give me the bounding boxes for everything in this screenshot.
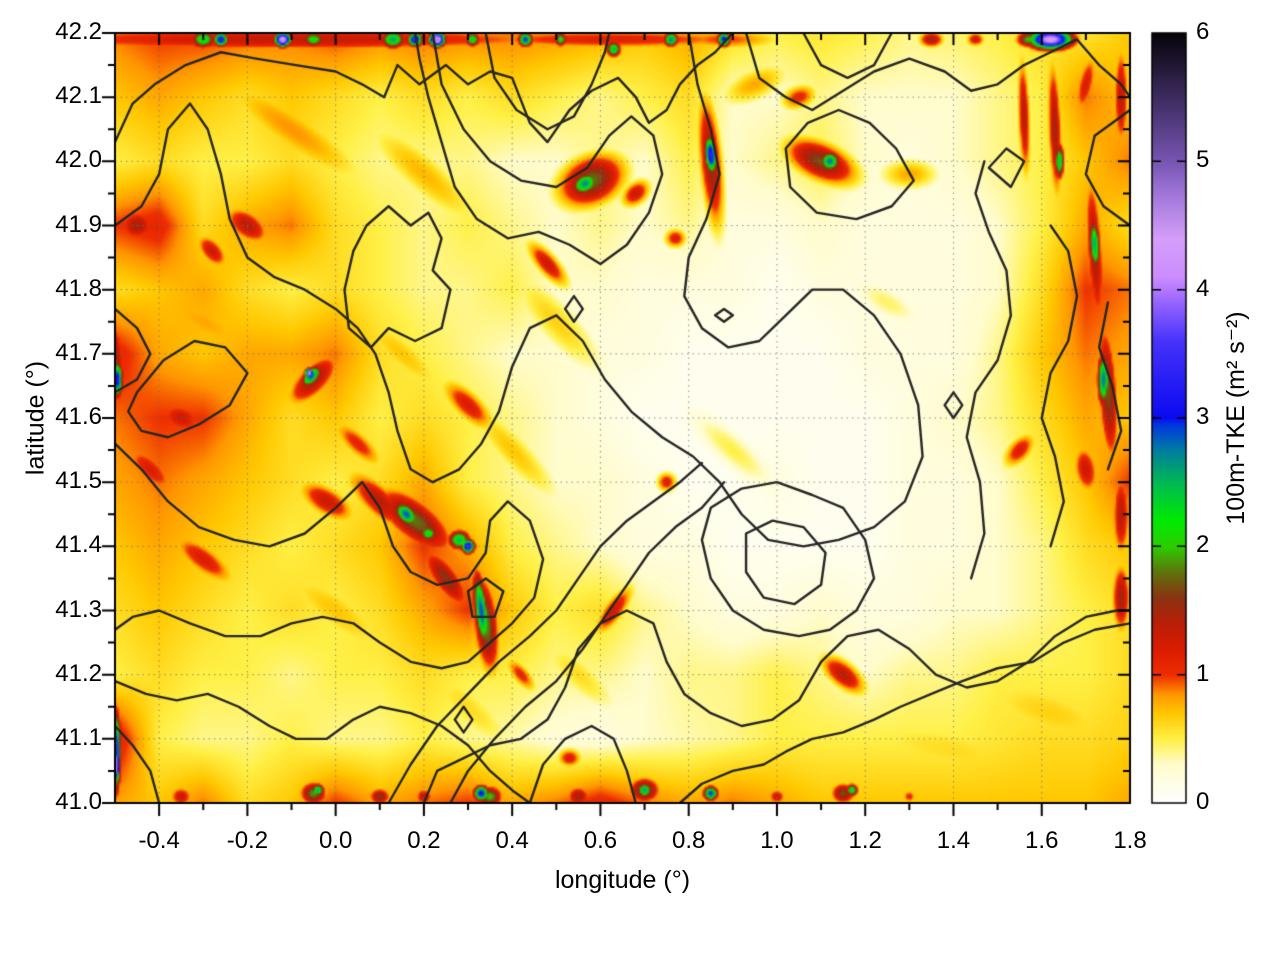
x-tick-label: 1.8 bbox=[1113, 827, 1147, 854]
colorbar-tick-label: 5 bbox=[1196, 146, 1210, 174]
x-tick-label: 0.6 bbox=[583, 827, 618, 854]
y-tick-label: 42.1 bbox=[55, 82, 102, 110]
y-tick-label: 42.0 bbox=[55, 146, 102, 174]
colorbar-tick-label: 4 bbox=[1196, 274, 1210, 302]
y-tick-label: 41.4 bbox=[55, 531, 102, 559]
x-tick-label: 1.2 bbox=[848, 827, 882, 854]
x-tick-label: 0.4 bbox=[495, 827, 529, 854]
x-tick-label: 1.4 bbox=[936, 827, 971, 854]
y-tick-label: 41.8 bbox=[55, 274, 102, 302]
x-tick-label: -0.2 bbox=[226, 827, 269, 854]
x-tick-label: 0.0 bbox=[318, 827, 353, 854]
colorbar-tick-label: 3 bbox=[1196, 403, 1210, 430]
y-tick-label: 41.5 bbox=[55, 467, 102, 495]
colorbar-tick-label: 0 bbox=[1196, 788, 1210, 815]
y-tick-label: 41.3 bbox=[55, 595, 102, 623]
y-tick-label: 41.9 bbox=[55, 210, 102, 238]
x-tick-label: 1.6 bbox=[1025, 827, 1059, 854]
colorbar-tick-label: 1 bbox=[1196, 659, 1210, 687]
colorbar-tick-label: 2 bbox=[1196, 531, 1210, 559]
x-tick-label: 0.8 bbox=[672, 827, 706, 854]
x-tick-label: 0.2 bbox=[407, 827, 441, 854]
y-tick-label: 41.1 bbox=[55, 723, 102, 751]
x-tick-label: 1.0 bbox=[760, 827, 794, 854]
x-axis-title: longitude (°) bbox=[554, 866, 691, 894]
y-tick-label: 41.7 bbox=[55, 338, 102, 366]
y-tick-label: 41.0 bbox=[55, 788, 102, 815]
x-tick-label: -0.4 bbox=[138, 827, 180, 854]
y-tick-label: 41.6 bbox=[55, 403, 102, 430]
y-tick-label: 42.2 bbox=[55, 18, 102, 45]
y-tick-label: 41.2 bbox=[55, 659, 102, 687]
colorbar-tick-label: 6 bbox=[1196, 18, 1210, 45]
